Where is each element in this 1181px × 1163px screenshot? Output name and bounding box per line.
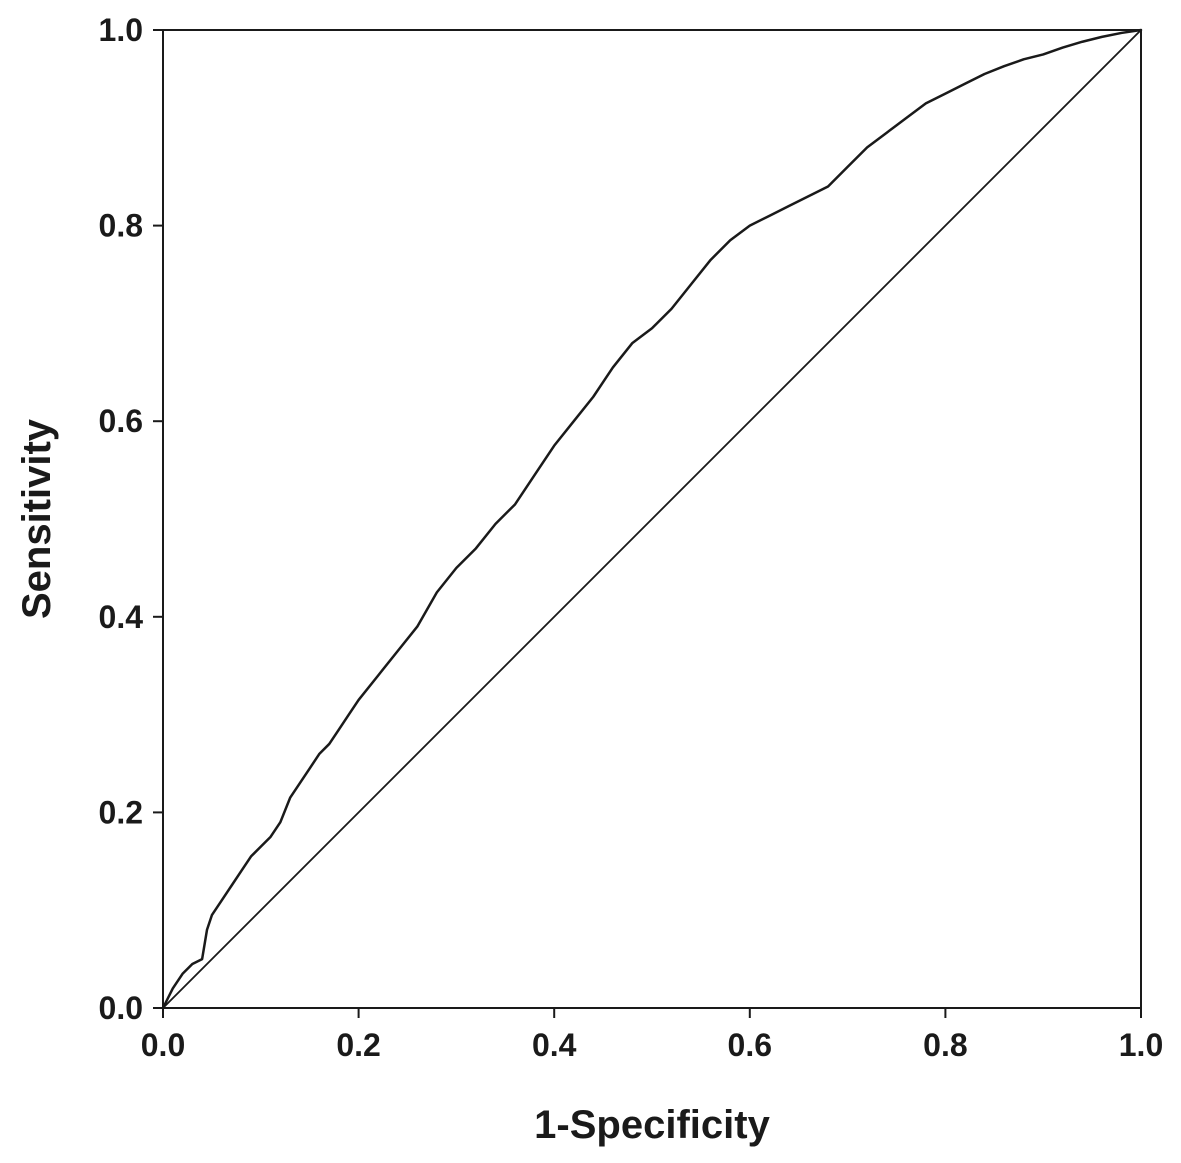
y-tick-label: 0.8 bbox=[99, 208, 143, 244]
x-axis-ticks: 0.0 0.2 0.4 0.6 0.8 1.0 bbox=[141, 1008, 1163, 1063]
y-tick-label: 0.0 bbox=[99, 990, 143, 1026]
x-tick-label: 0.2 bbox=[336, 1027, 380, 1063]
reference-diagonal-line bbox=[162, 29, 1142, 1009]
plot-frame bbox=[162, 29, 1142, 1009]
y-tick-label: 0.4 bbox=[99, 599, 144, 635]
x-axis-title: 1-Specificity bbox=[534, 1103, 770, 1147]
series-layer bbox=[161, 28, 1143, 1010]
x-tick-label: 0.4 bbox=[532, 1027, 577, 1063]
x-tick-label: 0.0 bbox=[141, 1027, 185, 1063]
roc-curve-line bbox=[161, 28, 1143, 1010]
x-tick-label: 0.8 bbox=[923, 1027, 967, 1063]
y-axis-ticks: 0.0 0.2 0.4 0.6 0.8 1.0 bbox=[99, 12, 163, 1026]
x-tick-label: 0.6 bbox=[728, 1027, 772, 1063]
y-tick-label: 0.2 bbox=[99, 794, 143, 830]
y-tick-label: 1.0 bbox=[99, 12, 143, 48]
x-tick-label: 1.0 bbox=[1119, 1027, 1163, 1063]
y-tick-label: 0.6 bbox=[99, 403, 143, 439]
y-axis-title: Sensitivity bbox=[15, 418, 59, 619]
